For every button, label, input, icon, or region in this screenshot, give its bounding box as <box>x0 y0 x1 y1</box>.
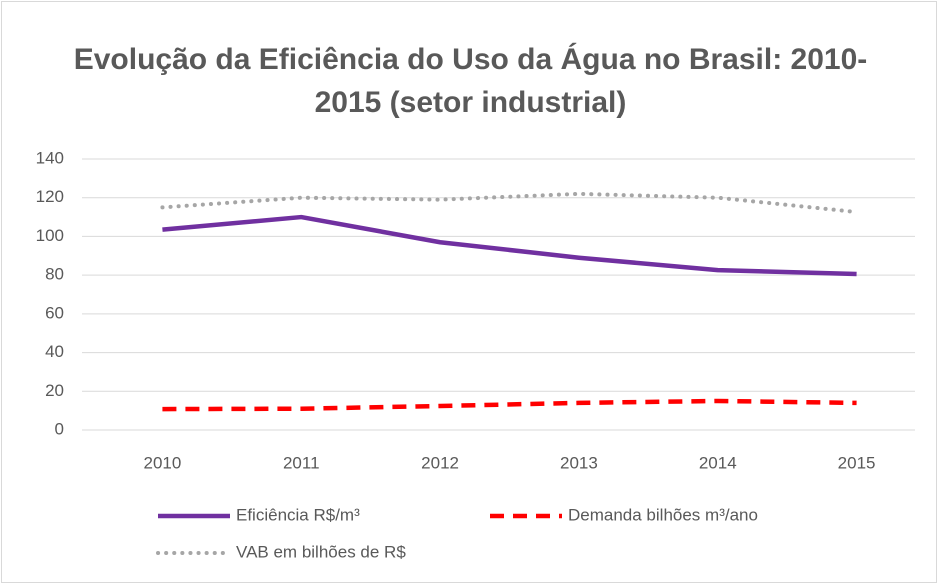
x-tick-label: 2014 <box>699 453 737 472</box>
series-line <box>162 214 857 277</box>
legend-label: Eficiência R$/m³ <box>236 505 360 524</box>
legend-label: VAB em bilhões de R$ <box>236 542 406 561</box>
x-tick-label: 2011 <box>283 453 320 472</box>
y-tick-label: 140 <box>36 148 64 167</box>
series-line <box>162 398 857 412</box>
y-tick-label: 0 <box>55 419 64 438</box>
x-tick-label: 2015 <box>838 453 876 472</box>
y-tick-label: 60 <box>45 303 64 322</box>
y-tick-label: 120 <box>36 187 64 206</box>
x-tick-label: 2010 <box>144 453 182 472</box>
y-tick-label: 40 <box>45 342 64 361</box>
y-tick-label: 20 <box>45 381 64 400</box>
x-tick-label: 2013 <box>560 453 598 472</box>
y-tick-label: 100 <box>36 226 64 245</box>
y-tick-label: 80 <box>45 265 64 284</box>
x-tick-label: 2012 <box>421 453 459 472</box>
chart-title: Evolução da Eficiência do Uso da Água no… <box>73 43 868 119</box>
legend-label: Demanda bilhões m³/ano <box>568 505 758 524</box>
series-line <box>160 191 859 215</box>
